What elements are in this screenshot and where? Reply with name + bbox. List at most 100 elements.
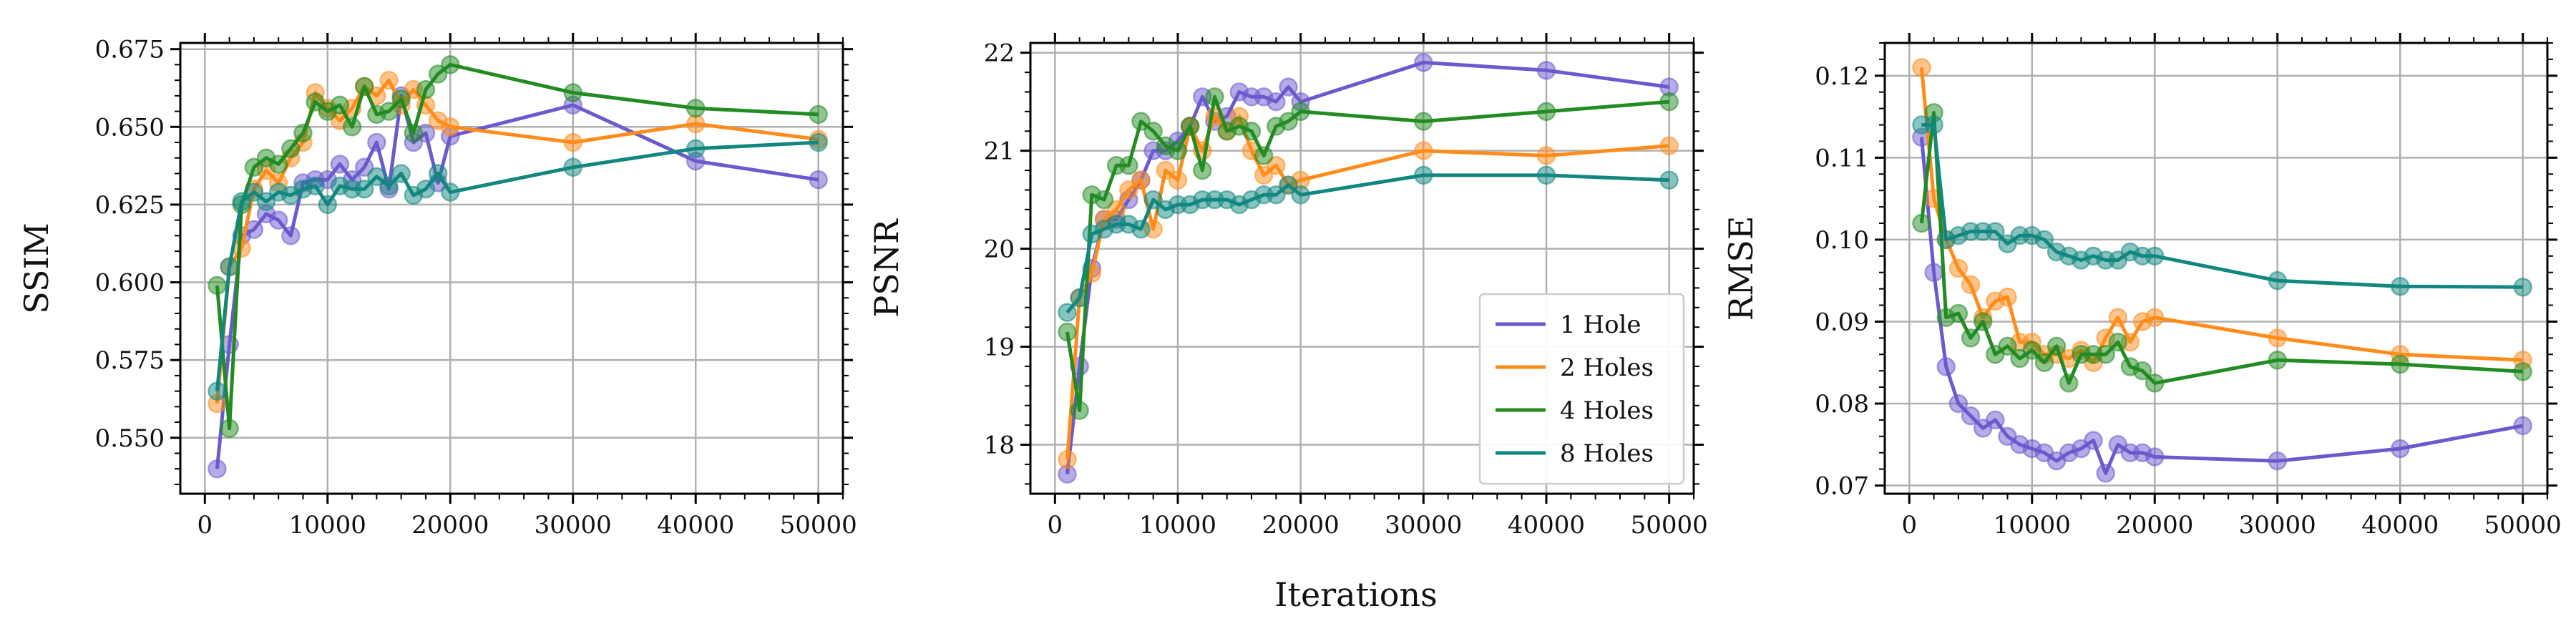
data-point: [2108, 308, 2128, 327]
y-axis-label: SSIM: [17, 223, 56, 314]
x-tick-label: 40000: [657, 511, 734, 540]
data-point: [1254, 165, 1274, 185]
data-point: [2268, 328, 2287, 348]
data-point: [2145, 374, 2165, 393]
data-point: [268, 155, 288, 174]
data-point: [1291, 102, 1310, 122]
data-point: [1998, 336, 2017, 356]
data-point: [416, 179, 436, 199]
data-point: [1058, 303, 1077, 322]
data-point: [1961, 328, 1981, 348]
data-point: [330, 155, 350, 174]
legend-box: [1478, 293, 1685, 485]
data-point: [809, 132, 828, 152]
data-point: [563, 157, 582, 177]
data-point: [379, 102, 399, 121]
data-point: [1948, 394, 1968, 414]
data-point: [686, 139, 706, 158]
y-tick-label: 20: [984, 235, 1015, 264]
series-4-holes: [208, 55, 828, 439]
data-point: [416, 79, 436, 99]
y-tick-label: 0.650: [95, 113, 165, 142]
data-point: [1536, 102, 1556, 122]
y-tick-label: 0.09: [1815, 308, 1869, 336]
chart-panel-1: 0 10000 20000 30000 40000 50000 0.550 0.575 0.60…: [17, 33, 857, 540]
data-point: [391, 164, 411, 183]
data-point: [1659, 170, 1679, 190]
data-point: [1156, 160, 1176, 180]
data-point: [1267, 92, 1286, 112]
data-point: [1986, 410, 2005, 430]
data-point: [2390, 354, 2410, 374]
data-point: [1961, 275, 1981, 295]
data-point: [1267, 155, 1286, 175]
legend-label: 1 Hole: [1560, 311, 1641, 339]
charts-layer: 0 10000 20000 30000 40000 50000 0.550 0.575 0.60…: [17, 33, 2562, 540]
data-point: [1536, 146, 1556, 165]
series-8-holes: [208, 132, 828, 401]
series-8-holes: [1058, 165, 1679, 322]
data-point: [208, 459, 227, 479]
data-point: [2268, 451, 2287, 471]
y-tick-label: 0.11: [1815, 144, 1869, 172]
data-point: [1131, 112, 1151, 131]
data-point: [2145, 246, 2165, 266]
x-tick-label: 20000: [1262, 511, 1340, 540]
x-tick-label: 50000: [1631, 511, 1708, 540]
data-point: [2034, 353, 2054, 372]
data-point: [1205, 87, 1224, 107]
data-point: [1119, 180, 1138, 200]
x-tick-label: 30000: [535, 511, 612, 540]
shared-x-axis-label: Iterations: [1274, 575, 1437, 614]
y-tick-label: 0.550: [95, 424, 165, 453]
data-point: [2145, 447, 2165, 467]
data-point: [1536, 61, 1556, 80]
x-tick-label: 20000: [411, 511, 489, 540]
data-point: [208, 381, 227, 401]
y-tick-label: 18: [984, 431, 1015, 460]
legend: 1 Hole 2 Holes 4 Holes 8 Holes: [1478, 293, 1685, 485]
data-point: [2096, 464, 2115, 483]
data-point: [1279, 77, 1298, 97]
data-point: [342, 117, 362, 137]
data-point: [1279, 175, 1298, 195]
x-tick-label: 50000: [780, 511, 857, 540]
x-tick-label: 10000: [289, 511, 366, 540]
data-point: [1168, 141, 1188, 160]
data-point: [220, 419, 239, 439]
data-point: [1180, 117, 1200, 136]
data-point: [1094, 190, 1114, 210]
y-tick-label: 21: [984, 137, 1015, 166]
data-point: [1058, 449, 1077, 469]
data-point: [1267, 185, 1286, 205]
y-axis-label: PSNR: [867, 218, 906, 318]
x-tick-label: 30000: [1385, 511, 1462, 540]
data-point: [2059, 374, 2079, 393]
data-point: [1924, 115, 1943, 135]
chart-panel-2: 0 10000 20000 30000 40000 50000 18 19 20 21 22 PSNR…: [867, 33, 1708, 540]
data-point: [1414, 165, 1433, 185]
y-tick-label: 0.08: [1815, 390, 1869, 419]
data-point: [2390, 276, 2410, 296]
data-point: [2145, 308, 2165, 327]
x-tick-label: 10000: [1139, 511, 1216, 540]
data-point: [1279, 112, 1298, 131]
data-point: [293, 123, 313, 143]
data-point: [1912, 58, 1931, 77]
data-point: [220, 257, 239, 277]
data-point: [318, 195, 338, 215]
data-point: [379, 176, 399, 196]
data-point: [441, 55, 460, 74]
data-point: [2268, 351, 2287, 370]
x-tick-label: 40000: [1508, 511, 1585, 540]
x-tick-label: 0: [1901, 511, 1917, 540]
data-point: [1986, 222, 2005, 241]
data-point: [1131, 219, 1151, 239]
data-point: [2513, 278, 2532, 297]
data-point: [1998, 287, 2017, 307]
data-point: [1070, 288, 1089, 308]
data-point: [1936, 357, 1956, 376]
y-tick-label: 0.675: [95, 36, 165, 64]
y-tick-label: 0.10: [1815, 226, 1869, 255]
